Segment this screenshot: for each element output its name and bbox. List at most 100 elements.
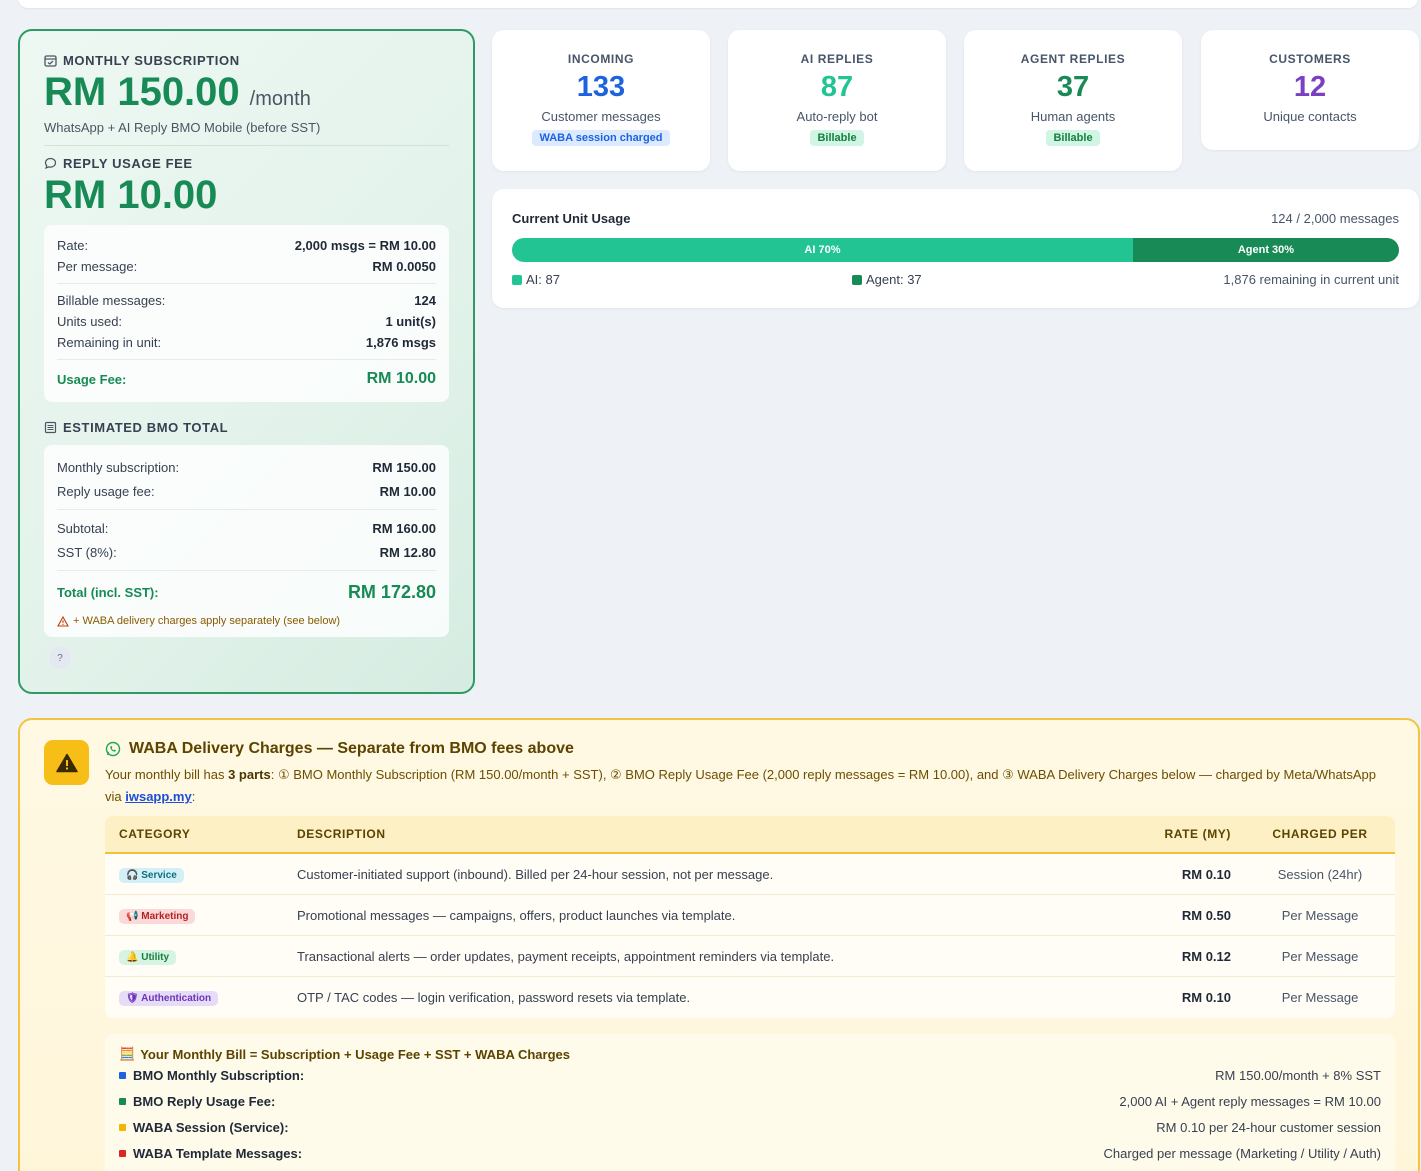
subscription-title: MONTHLY SUBSCRIPTION [63, 53, 240, 68]
billing-summary-card: MONTHLY SUBSCRIPTION RM 150.00 /month Wh… [18, 29, 475, 694]
monthly-bill-summary: 🧮 Your Monthly Bill = Subscription + Usa… [105, 1034, 1395, 1171]
legend-swatch [852, 275, 862, 285]
legend-swatch [512, 275, 522, 285]
stat-value: 37 [1056, 71, 1090, 103]
usage-progress-bar: AI 70% Agent 30% [512, 238, 1399, 262]
table-row: 🎧 Service Customer-initiated support (in… [105, 854, 1395, 895]
charged-per-cell: Per Message [1245, 895, 1395, 936]
estimate-row-sst: SST (8%): RM 12.80 [57, 540, 436, 564]
row-label: SST (8%): [57, 544, 117, 560]
row-label: Monthly subscription: [57, 459, 180, 475]
table-row: 📢 Marketing Promotional messages — campa… [105, 895, 1395, 936]
row-value: RM 10.00 [366, 370, 436, 387]
row-value: RM 150.00 [372, 459, 436, 475]
row-value: 124 [414, 293, 436, 308]
row-value: 1,876 msgs [365, 335, 436, 350]
stat-ai-replies: AI REPLIES 87 Auto-reply bot Billable [728, 30, 946, 171]
fee-row-rate: Rate: 2,000 msgs = RM 10.00 [57, 235, 436, 256]
bullet [119, 1071, 126, 1079]
charged-per-cell: Per Message [1281, 990, 1359, 1005]
status-badge: WABA session charged [532, 129, 670, 146]
category-label: Authentication [141, 993, 212, 1004]
description-cell: Customer-initiated support (inbound). Bi… [283, 854, 1105, 895]
rate-cell: RM 0.10 [1181, 990, 1231, 1005]
row-value: 2,000 msgs = RM 10.00 [294, 238, 436, 253]
subscription-description: WhatsApp + AI Reply BMO Mobile (before S… [44, 120, 321, 135]
legend-label: AI: 87 [526, 272, 560, 287]
estimate-row-subtotal: Subtotal: RM 160.00 [57, 516, 436, 540]
description-cell: Promotional messages — campaigns, offers… [283, 895, 1105, 936]
charged-per-cell: Session (24hr) [1245, 854, 1395, 895]
stat-value: 133 [576, 71, 626, 103]
usage-count: 124 / 2,000 messages [1271, 211, 1399, 226]
stat-description: Unique contacts [1263, 108, 1357, 124]
intro-text: : ① BMO Monthly Subscription (RM 150.00/… [105, 767, 1377, 804]
receipt-icon [44, 421, 57, 434]
chat-bubble-icon [44, 157, 57, 170]
row-value: 1 unit(s) [385, 314, 436, 329]
row-value: RM 10.00 [379, 483, 436, 499]
bill-row-usage: BMO Reply Usage Fee: 2,000 AI + Agent rep… [119, 1088, 1381, 1114]
reply-fee-amount-row: RM 10.00 [44, 175, 449, 215]
bill-heading: 🧮 Your Monthly Bill = Subscription + Usa… [119, 1046, 1381, 1062]
reply-fee-amount: RM 10.00 [44, 173, 218, 217]
fee-row-billable: Billable messages: 124 [57, 290, 436, 311]
row-label: Subtotal: [57, 520, 109, 536]
fee-row-remaining: Remaining in unit: 1,876 msgs [57, 332, 436, 353]
legend-agent: Agent: 37 [852, 272, 922, 287]
reply-fee-title: REPLY USAGE FEE [63, 156, 193, 171]
row-label: WABA Session (Service): [133, 1119, 289, 1135]
warning-icon [55, 753, 78, 772]
subscription-amount: RM 150.00 [44, 70, 240, 114]
status-badge: Billable [1046, 129, 1100, 146]
category-cell: 🛡 Authentication [105, 977, 283, 1018]
estimate-title: ESTIMATED BMO TOTAL [63, 420, 229, 435]
category-pill-service: 🎧 Service [119, 867, 184, 883]
stat-description: Customer messages [541, 108, 661, 124]
usage-header: Current Unit Usage 124 / 2,000 messages [512, 211, 1399, 226]
row-value: RM 150.00/month + 8% SST [1215, 1067, 1381, 1083]
subscription-heading: MONTHLY SUBSCRIPTION [44, 53, 449, 68]
usage-legend: AI: 87 Agent: 37 1,876 remaining in curr… [512, 272, 1399, 288]
row-value: RM 160.00 [372, 520, 436, 536]
help-button[interactable]: ? [49, 647, 71, 669]
bill-row-subscription: BMO Monthly Subscription: RM 150.00/month… [119, 1062, 1381, 1088]
table-row: 🛡 Authentication OTP / TAC codes — login… [105, 977, 1395, 1018]
rate-cell: RM 0.50 [1105, 895, 1245, 936]
waba-charges-card: WABA Delivery Charges — Separate from BM… [18, 718, 1420, 1171]
row-value: RM 0.0050 [372, 259, 436, 274]
estimate-breakdown: Monthly subscription: RM 150.00 Reply usa… [44, 445, 449, 637]
category-label: Marketing [141, 910, 189, 922]
bullet [119, 1097, 126, 1105]
usage-bar-agent: Agent 30% [1132, 238, 1399, 262]
warning-icon [57, 615, 69, 627]
usage-bar-ai: AI 70% [512, 238, 1133, 262]
waba-note-text: + WABA delivery charges apply separately… [73, 615, 341, 627]
iwsapp-link[interactable]: iwsapp.my [125, 789, 192, 804]
category-cell: 🔔 Utility [105, 936, 283, 977]
reply-fee-breakdown: Rate: 2,000 msgs = RM 10.00 Per message: R… [44, 225, 449, 402]
status-badge: Billable [810, 129, 864, 146]
waba-content: WABA Delivery Charges — Separate from BM… [105, 740, 1395, 1171]
charged-per-cell: Per Message [1245, 936, 1395, 977]
stat-value: 87 [820, 71, 854, 103]
calendar-icon [44, 55, 57, 67]
rate-cell: RM 0.10 [1105, 854, 1245, 895]
legend-label: Agent: 37 [866, 272, 922, 287]
bullet [119, 1149, 126, 1157]
stat-label: CUSTOMERS [1269, 52, 1351, 66]
row-value: RM 12.80 [379, 544, 436, 560]
stat-description: Human agents [1030, 108, 1116, 124]
headset-icon: 🎧 [126, 869, 142, 881]
estimate-row-usage: Reply usage fee: RM 10.00 [57, 479, 436, 503]
row-value: Charged per message (Marketing / Utility… [1103, 1145, 1381, 1161]
stat-label: INCOMING [567, 52, 635, 66]
row-label: Units used: [57, 314, 123, 329]
row-value: RM 0.10 per 24-hour customer session [1156, 1119, 1381, 1135]
column-header-category: CATEGORY [105, 816, 283, 854]
intro-bold: 3 parts [228, 767, 271, 782]
divider [44, 145, 449, 146]
intro-text: Your monthly bill has [105, 767, 229, 782]
top-card [18, 0, 1418, 8]
estimate-row-total: Total (incl. SST): RM 172.80 [57, 577, 436, 607]
